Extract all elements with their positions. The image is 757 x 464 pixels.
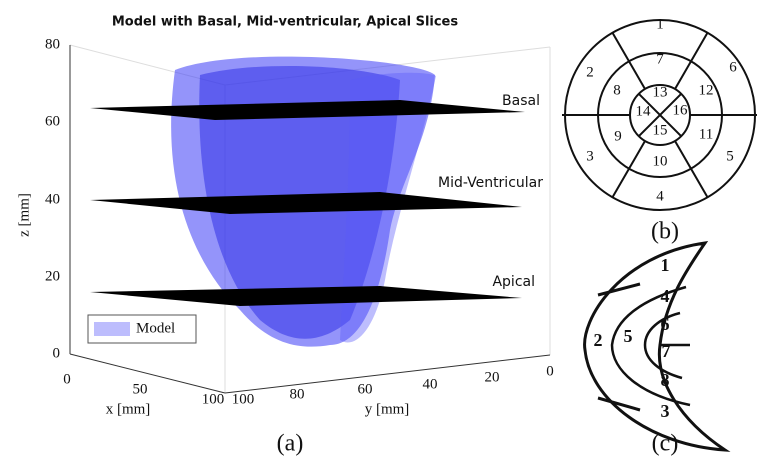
segment-label: 4 bbox=[656, 188, 664, 204]
z-tick-label: 60 bbox=[45, 113, 60, 129]
segment-label: 8 bbox=[661, 370, 670, 390]
crescent bbox=[585, 243, 725, 450]
segment-label: 3 bbox=[586, 148, 594, 164]
y-axis-label: y [mm] bbox=[365, 401, 410, 417]
z-tick-label: 40 bbox=[45, 191, 60, 207]
caption: (b) bbox=[651, 219, 679, 245]
legend-label: Model bbox=[136, 320, 175, 336]
segment-label: 4 bbox=[661, 286, 670, 306]
slice-label: Mid-Ventricular bbox=[438, 175, 543, 191]
segment-label: 2 bbox=[586, 64, 594, 80]
figure: Model with Basal, Mid-ventricular, Apica… bbox=[0, 0, 757, 464]
caption: (a) bbox=[277, 431, 304, 457]
segment-label: 6 bbox=[729, 59, 737, 75]
y-tick-label: 0 bbox=[546, 363, 554, 379]
segment-label: 10 bbox=[653, 153, 668, 169]
bullseye bbox=[562, 20, 757, 210]
slice-label: Basal bbox=[502, 93, 540, 109]
y-tick-label: 100 bbox=[232, 391, 255, 407]
y-tick-label: 40 bbox=[423, 376, 438, 392]
slice-label: Apical bbox=[492, 274, 535, 290]
segment-label: 1 bbox=[661, 255, 670, 275]
z-tick-label: 80 bbox=[45, 36, 60, 52]
segment-label: 13 bbox=[653, 84, 668, 100]
y-tick-label: 20 bbox=[485, 369, 500, 385]
segment-label: 5 bbox=[726, 148, 734, 164]
z-tick-label: 0 bbox=[53, 345, 61, 361]
x-tick-label: 50 bbox=[133, 381, 148, 397]
segment-label: 5 bbox=[624, 326, 633, 346]
segment-label: 8 bbox=[613, 82, 621, 98]
segment-label: 12 bbox=[699, 82, 714, 98]
segment-label: 11 bbox=[699, 126, 713, 142]
segment-label: 7 bbox=[656, 51, 664, 67]
z-axis-label: z [mm] bbox=[16, 193, 32, 237]
title: Model with Basal, Mid-ventricular, Apica… bbox=[112, 15, 459, 30]
x-tick-label: 100 bbox=[202, 391, 225, 407]
caption: (c) bbox=[652, 431, 679, 457]
segment-label: 7 bbox=[662, 341, 671, 361]
y-tick-label: 60 bbox=[358, 381, 373, 397]
y-tick-label: 80 bbox=[290, 386, 305, 402]
x-axis-label: x [mm] bbox=[106, 401, 151, 417]
z-tick-label: 20 bbox=[45, 268, 60, 284]
segment-label: 6 bbox=[661, 314, 670, 334]
segment-label: 3 bbox=[661, 401, 670, 421]
segment-label: 9 bbox=[614, 128, 622, 144]
x-tick-label: 0 bbox=[63, 371, 71, 387]
segment-label: 1 bbox=[656, 16, 664, 32]
segment-label: 2 bbox=[594, 330, 603, 350]
segment-label: 15 bbox=[653, 122, 668, 138]
segment-label: 16 bbox=[673, 102, 689, 118]
segment-label: 14 bbox=[636, 103, 652, 119]
